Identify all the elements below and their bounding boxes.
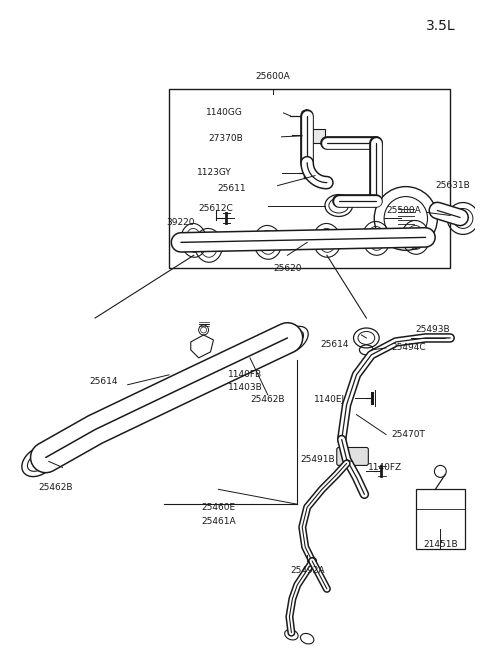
Text: 25470T: 25470T: [391, 430, 425, 439]
Text: 25614: 25614: [89, 377, 118, 386]
Text: 1140GG: 1140GG: [206, 109, 243, 117]
Text: 25612C: 25612C: [198, 204, 233, 213]
Text: 25492A: 25492A: [290, 567, 324, 576]
Text: 25494C: 25494C: [391, 343, 426, 352]
Polygon shape: [191, 335, 214, 358]
FancyBboxPatch shape: [301, 129, 325, 143]
Text: 27370B: 27370B: [208, 134, 243, 143]
Text: 39220: 39220: [166, 218, 195, 227]
Bar: [169, 89, 450, 269]
Text: 1140FZ: 1140FZ: [368, 463, 402, 472]
Text: 1140EJ: 1140EJ: [313, 395, 345, 404]
Text: 1123GY: 1123GY: [196, 168, 231, 177]
Text: 25614: 25614: [320, 341, 348, 349]
Text: 25461A: 25461A: [201, 517, 236, 526]
Text: 25600A: 25600A: [255, 71, 290, 81]
Text: 21451B: 21451B: [423, 540, 457, 549]
Bar: [416, 489, 465, 549]
FancyBboxPatch shape: [337, 447, 368, 466]
Text: 1140FB: 1140FB: [228, 370, 263, 379]
Text: 25500A: 25500A: [386, 206, 421, 215]
Text: 25611: 25611: [217, 184, 246, 193]
Text: 3.5L: 3.5L: [425, 19, 455, 33]
Text: 25460E: 25460E: [201, 503, 236, 512]
Text: 25462B: 25462B: [38, 483, 73, 492]
Text: 25493B: 25493B: [416, 326, 450, 335]
Text: 25462B: 25462B: [251, 395, 285, 404]
Text: 25620: 25620: [273, 264, 302, 272]
Text: 11403B: 11403B: [228, 383, 263, 392]
Text: 25491B: 25491B: [300, 455, 335, 464]
Text: 25631B: 25631B: [435, 181, 470, 190]
